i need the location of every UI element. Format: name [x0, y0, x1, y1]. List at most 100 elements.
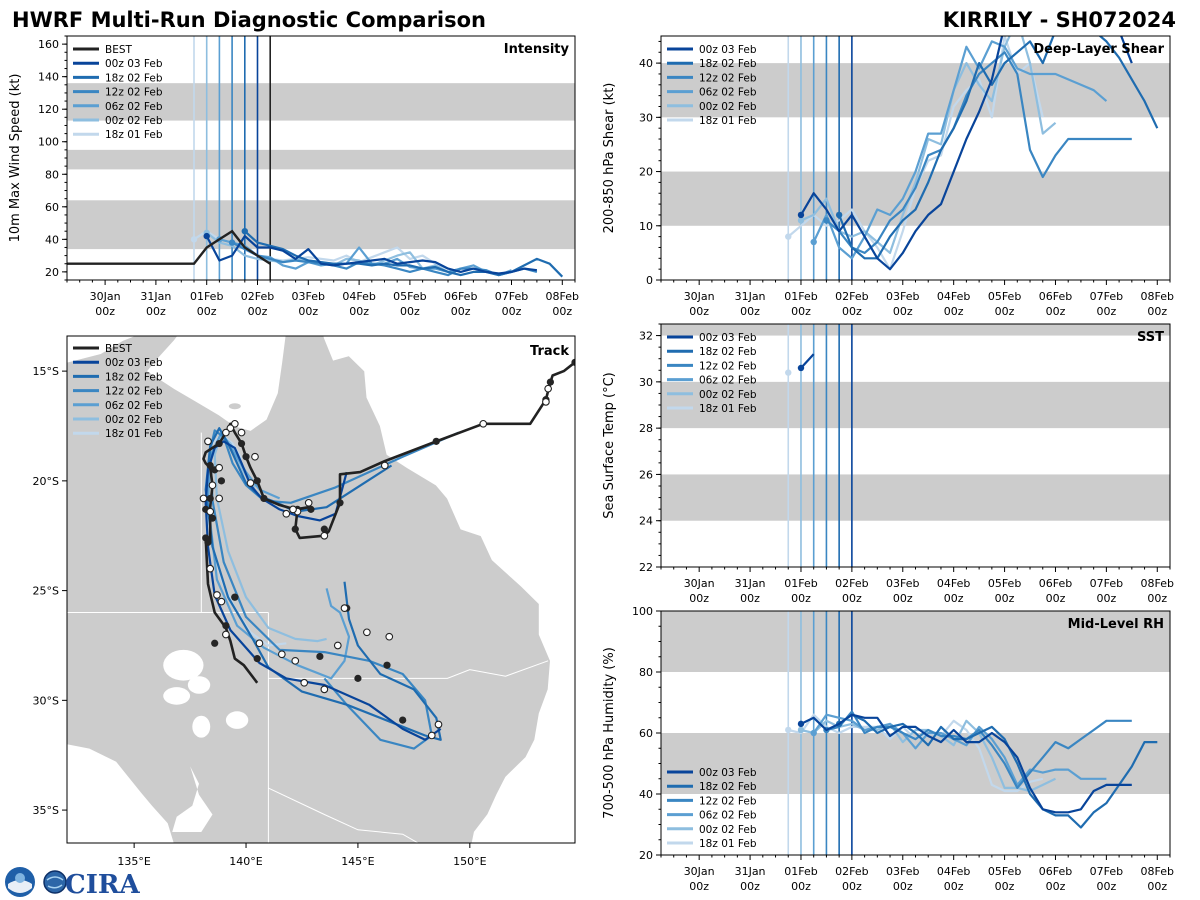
legend: 00z 03 Feb 18z 02 Feb 12z 02 Feb 06z 02 Feb… [667, 767, 757, 850]
x-tick-hour: 00z [893, 880, 913, 893]
lake-1 [187, 676, 211, 694]
series-start-point-4 [797, 217, 805, 224]
y-tick-label: 60 [45, 201, 59, 214]
figure-title-left: HWRF Multi-Run Diagnostic Comparison [12, 8, 486, 32]
x-tick-hour: 00z [791, 305, 811, 318]
x-tick-date: 03Feb [886, 865, 919, 878]
category-band [661, 63, 1170, 118]
x-tick-date: 06Feb [1039, 865, 1072, 878]
x-tick-date: 07Feb [495, 290, 528, 303]
x-tick-date: 03Feb [886, 290, 919, 303]
x-tick-date: 03Feb [886, 577, 919, 590]
best-track-dot [571, 358, 575, 366]
track-open-dot [226, 424, 235, 433]
x-tick-date: 30Jan [684, 865, 715, 878]
cira-logo-text: CIRA [65, 870, 140, 900]
x-tick-date: 06Feb [444, 290, 477, 303]
x-tick-hour: 00z [689, 880, 709, 893]
best-track-dot [336, 499, 344, 507]
y-tick-label: 20 [45, 266, 59, 279]
series-line-4 [800, 36, 1057, 254]
lat-tick-label: 30°S [33, 694, 59, 707]
legend-label-run: 00z 03 Feb [699, 767, 757, 779]
track-filled-dot [307, 505, 315, 513]
legend-label-best: BEST [105, 343, 133, 355]
track-open-dot [246, 479, 255, 487]
track-open-dot [363, 628, 371, 637]
legend-label-run: 12z 02 Feb [105, 87, 163, 99]
best-track-dot [237, 439, 246, 448]
x-tick-date: 04Feb [342, 290, 375, 303]
state-border-4 [268, 787, 420, 843]
x-tick-hour: 00z [944, 880, 964, 893]
lon-tick-label: 135°E [117, 855, 150, 868]
y-tick-label: 28 [639, 422, 653, 435]
x-tick-date: 07Feb [1090, 290, 1123, 303]
track-open-dot [213, 591, 221, 599]
track-open-dot [434, 720, 443, 729]
track-open-dot [333, 641, 342, 650]
coastal-water-1 [172, 766, 213, 832]
track-open-dot [427, 731, 436, 740]
track-open-dot [291, 656, 300, 665]
x-tick-hour: 00z [893, 305, 913, 318]
track-open-dot [277, 650, 286, 659]
legend-label-run: 18z 02 Feb [699, 346, 757, 358]
legend-label-run: 18z 01 Feb [105, 428, 163, 440]
track-open-dot [479, 419, 488, 428]
legend-label-run: 00z 03 Feb [105, 58, 163, 70]
run-track-3 [206, 431, 351, 680]
mornington-island [228, 403, 241, 410]
x-tick-date: 01Feb [784, 865, 817, 878]
x-tick-hour: 00z [842, 305, 862, 318]
series-line-2 [826, 710, 1132, 790]
legend-label-run: 18z 02 Feb [105, 72, 163, 84]
x-tick-hour: 00z [1046, 305, 1066, 318]
y-tick-label: 20 [639, 166, 653, 179]
category-band [67, 149, 575, 170]
category-band [661, 474, 1170, 521]
legend-label-run: 06z 02 Feb [699, 375, 757, 387]
lat-tick-label: 15°S [33, 365, 59, 378]
series-start-point-0 [797, 364, 805, 372]
best-track-dot [211, 639, 219, 647]
legend-label-run: 12z 02 Feb [699, 360, 757, 372]
y-tick-label: 20 [639, 849, 653, 862]
track-filled-dot [354, 674, 362, 682]
track-filled-dot [316, 652, 324, 661]
plot-area [67, 36, 575, 280]
legend: BEST 00z 03 Feb 18z 02 Feb 12z 02 Feb 06z 02… [73, 44, 163, 141]
legend-label-run: 12z 02 Feb [699, 795, 757, 807]
series-start-point-0 [797, 720, 805, 728]
track-open-dot [320, 531, 329, 540]
globe-icon [43, 870, 67, 894]
y-axis-label: 700-500 hPa Humidity (%) [602, 647, 617, 819]
x-tick-hour: 00z [248, 305, 268, 318]
x-tick-date: 02Feb [241, 290, 274, 303]
x-tick-hour: 00z [1096, 880, 1116, 893]
x-tick-hour: 00z [1147, 880, 1167, 893]
y-tick-label: 26 [639, 468, 653, 481]
lat-tick-label: 35°S [33, 804, 59, 817]
x-tick-date: 31Jan [735, 577, 766, 590]
x-tick-hour: 00z [95, 305, 115, 318]
x-tick-hour: 00z [1147, 305, 1167, 318]
series-line-3 [812, 40, 1108, 260]
series-start-point-1 [241, 228, 248, 235]
x-tick-date: 08Feb [546, 290, 579, 303]
x-tick-date: 04Feb [937, 290, 970, 303]
cira-logo: CIRA [5, 867, 140, 900]
y-tick-label: 32 [639, 330, 653, 343]
category-band [661, 733, 1170, 794]
best-track-dot [432, 437, 440, 445]
track-open-dot [222, 428, 230, 437]
legend-label-run: 00z 03 Feb [699, 332, 757, 344]
series-line-1 [838, 36, 1159, 260]
x-tick-hour: 00z [944, 592, 964, 605]
legend-label-run: 12z 02 Feb [699, 72, 757, 84]
plot-area [661, 611, 1170, 855]
track-open-dot [230, 419, 239, 428]
x-tick-hour: 00z [146, 305, 166, 318]
track-open-dot [215, 463, 224, 472]
